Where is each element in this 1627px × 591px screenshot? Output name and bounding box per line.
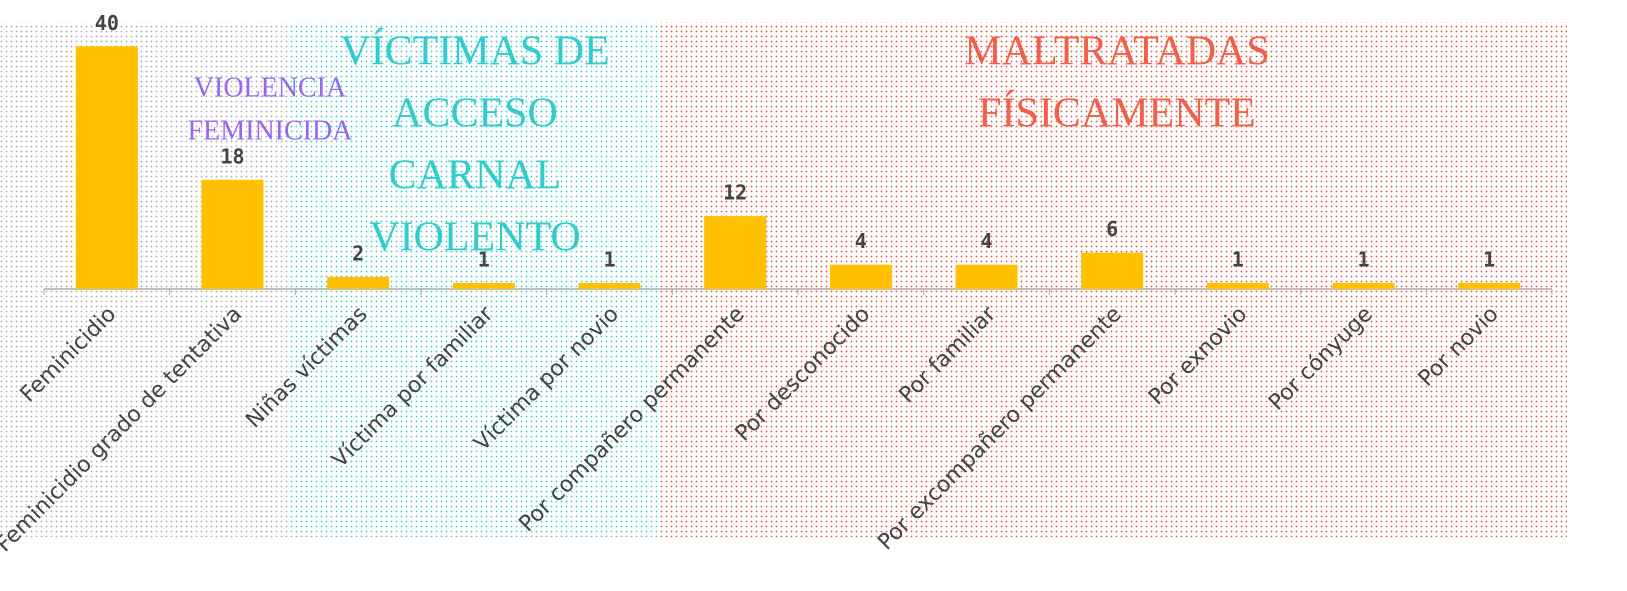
bar bbox=[452, 282, 515, 289]
bar bbox=[1332, 282, 1395, 289]
value-label: 12 bbox=[723, 181, 747, 205]
value-label: 40 bbox=[95, 11, 119, 35]
value-label: 18 bbox=[220, 144, 244, 168]
bar bbox=[1458, 282, 1521, 289]
annotation: VIOLENCIA bbox=[194, 72, 347, 103]
value-label: 4 bbox=[855, 229, 867, 253]
bar bbox=[327, 276, 390, 289]
value-label: 4 bbox=[980, 229, 992, 253]
value-label: 1 bbox=[603, 247, 615, 271]
bar bbox=[704, 216, 767, 289]
bar bbox=[201, 179, 264, 289]
annotation: MALTRATADAS bbox=[964, 29, 1269, 75]
annotation: ACCESO bbox=[392, 91, 558, 137]
bar bbox=[829, 264, 892, 289]
annotation: VÍCTIMAS DE bbox=[340, 28, 610, 75]
value-label: 1 bbox=[1232, 247, 1244, 271]
bar bbox=[1206, 282, 1269, 289]
annotation: VIOLENTO bbox=[369, 215, 581, 261]
bar bbox=[578, 282, 641, 289]
annotation: FEMINICIDA bbox=[188, 115, 354, 146]
value-label: 1 bbox=[1357, 247, 1369, 271]
bar bbox=[75, 46, 138, 289]
bar bbox=[1081, 252, 1144, 289]
value-label: 1 bbox=[1483, 247, 1495, 271]
value-label: 6 bbox=[1106, 217, 1118, 241]
value-label: 1 bbox=[478, 247, 490, 271]
bar bbox=[955, 264, 1018, 289]
value-label: 2 bbox=[352, 241, 364, 265]
annotation: FÍSICAMENTE bbox=[978, 90, 1256, 137]
annotation: CARNAL bbox=[389, 153, 562, 199]
